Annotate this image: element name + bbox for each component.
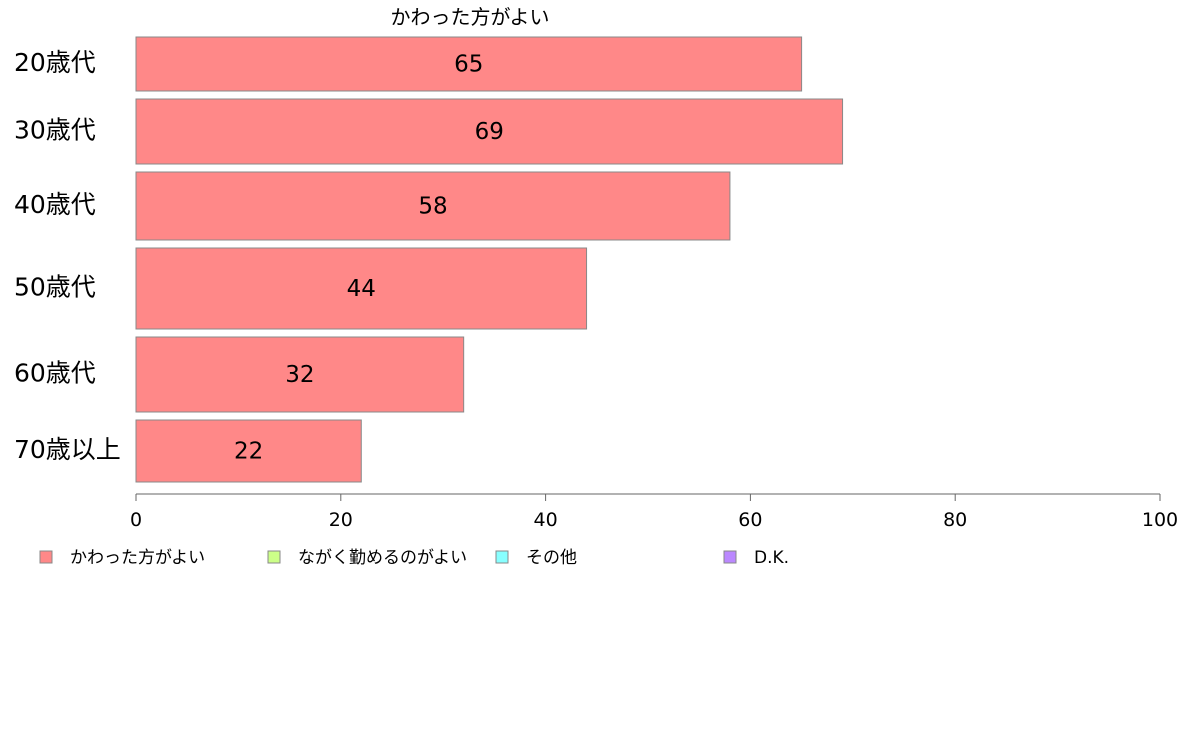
bar bbox=[135, 419, 362, 483]
bar bbox=[135, 247, 588, 330]
data-label: 58 bbox=[418, 194, 447, 220]
legend-swatch bbox=[267, 550, 281, 564]
data-label: 32 bbox=[285, 362, 314, 388]
legend-label: D.K. bbox=[754, 548, 789, 568]
x-tick-label: 20 bbox=[329, 509, 353, 531]
legend-swatch bbox=[723, 550, 737, 564]
x-axis: 0 20 40 60 80 100 bbox=[130, 493, 1178, 531]
legend-label: ながく勤めるのがよい bbox=[298, 548, 467, 568]
bar bbox=[135, 336, 465, 413]
bar bbox=[135, 171, 731, 241]
x-tick-label: 0 bbox=[130, 509, 142, 531]
category-label: 30歳代 bbox=[14, 116, 96, 145]
legend-label: その他 bbox=[526, 548, 577, 568]
x-tick-label: 60 bbox=[738, 509, 762, 531]
category-label: 70歳以上 bbox=[14, 435, 121, 464]
category-label: 20歳代 bbox=[14, 48, 96, 77]
x-tick-label: 40 bbox=[534, 509, 558, 531]
data-label: 65 bbox=[454, 52, 483, 78]
legend-swatch bbox=[39, 550, 53, 564]
category-label: 50歳代 bbox=[14, 273, 96, 302]
bars-layer: 20歳代 65 30歳代 69 40歳代 58 50歳代 44 60歳代 32 70歳以上 22 bbox=[14, 36, 844, 483]
legend-swatch bbox=[495, 550, 509, 564]
x-tick-label: 80 bbox=[943, 509, 967, 531]
chart-title: かわった方がよい bbox=[391, 5, 550, 29]
category-label: 40歳代 bbox=[14, 190, 96, 219]
data-label: 44 bbox=[347, 276, 376, 302]
category-label: 60歳代 bbox=[14, 359, 96, 388]
bar bbox=[135, 36, 803, 92]
legend-label: かわった方がよい bbox=[70, 548, 205, 568]
legend: かわった方がよい ながく勤めるのがよい その他 D.K. bbox=[39, 548, 789, 568]
bar bbox=[135, 98, 844, 165]
x-tick-label: 100 bbox=[1142, 509, 1178, 531]
data-label: 69 bbox=[475, 119, 504, 145]
data-label: 22 bbox=[234, 439, 263, 465]
